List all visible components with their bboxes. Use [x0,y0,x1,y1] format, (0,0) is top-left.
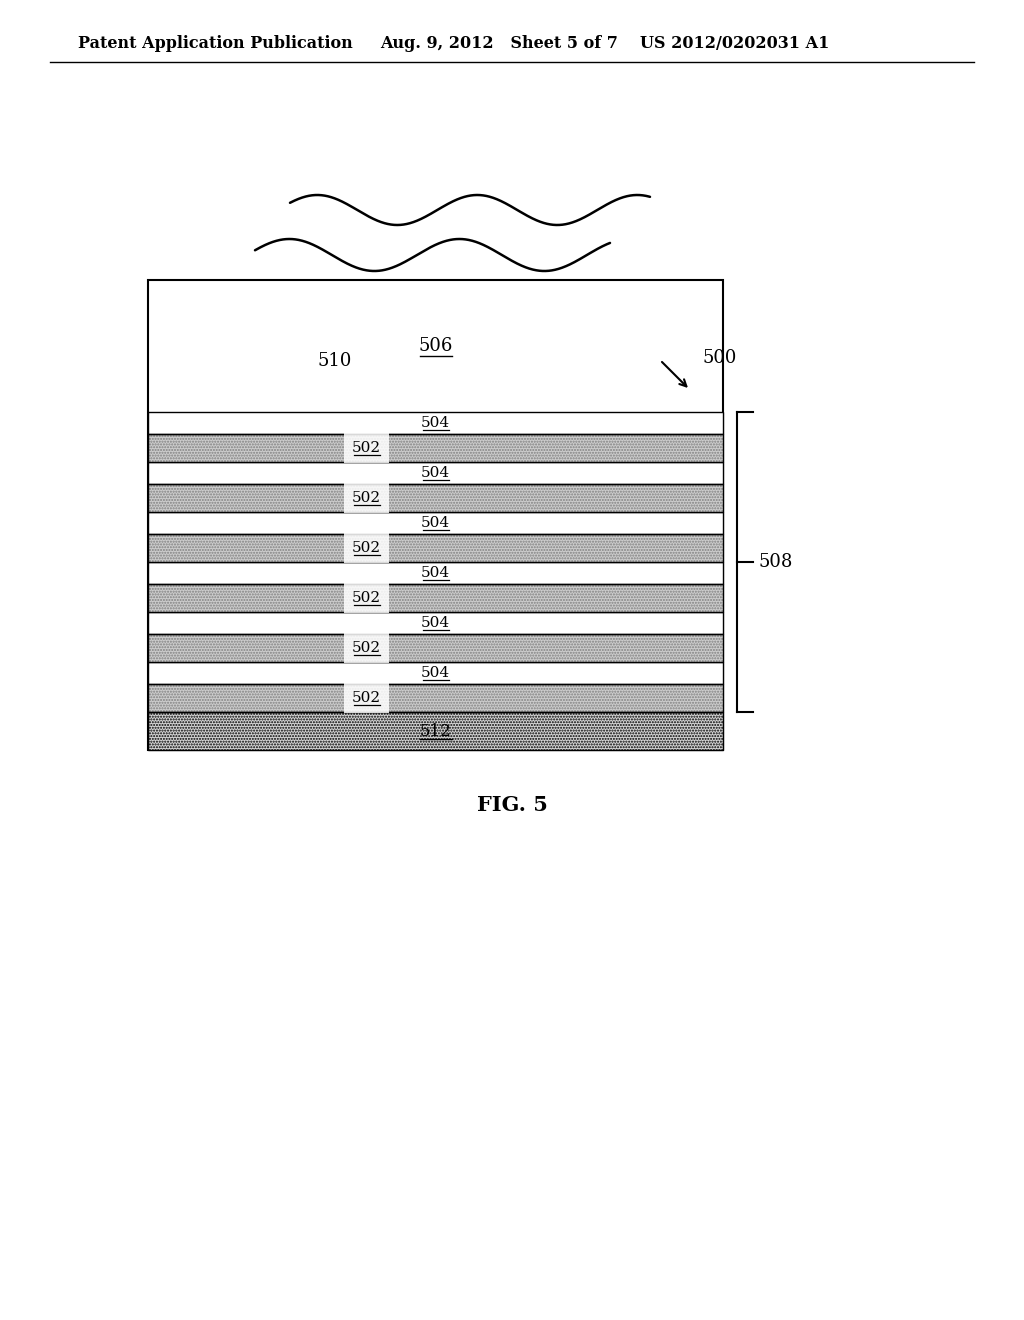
Text: 508: 508 [759,553,794,572]
Bar [148,562,723,583]
Text: 504: 504 [421,566,451,579]
Bar [148,583,723,612]
Text: 504: 504 [421,516,451,531]
Bar [148,634,723,663]
Bar [148,711,723,750]
Text: 502: 502 [352,690,381,705]
Bar [148,484,723,512]
Bar [148,711,723,750]
Bar [148,484,723,512]
Text: 500: 500 [703,348,737,367]
Text: FIG. 5: FIG. 5 [476,795,548,814]
Text: Patent Application Publication: Patent Application Publication [78,36,352,51]
Bar [148,634,723,663]
Text: 502: 502 [352,441,381,455]
Text: Aug. 9, 2012   Sheet 5 of 7: Aug. 9, 2012 Sheet 5 of 7 [380,36,617,51]
Text: 504: 504 [421,416,451,430]
Bar [148,535,723,562]
Bar [148,684,723,711]
Text: 510: 510 [317,352,352,370]
Bar [148,280,723,750]
Text: 502: 502 [352,541,381,554]
Bar [148,612,723,634]
Bar [148,634,723,663]
Bar [148,663,723,684]
Text: 512: 512 [420,722,452,739]
Bar [148,412,723,434]
Text: 504: 504 [421,667,451,680]
Text: 506: 506 [419,337,453,355]
Bar [148,434,723,462]
Bar [148,684,723,711]
Bar [148,462,723,484]
Bar [148,583,723,612]
Bar [148,535,723,562]
Bar [148,535,723,562]
Bar [148,512,723,535]
Text: US 2012/0202031 A1: US 2012/0202031 A1 [640,36,829,51]
Bar [148,484,723,512]
Bar [148,434,723,462]
Bar [148,434,723,462]
Bar [148,684,723,711]
Text: 504: 504 [421,616,451,630]
Bar [148,583,723,612]
Text: 502: 502 [352,591,381,605]
Text: 502: 502 [352,491,381,506]
Text: 504: 504 [421,466,451,480]
Text: 502: 502 [352,642,381,655]
